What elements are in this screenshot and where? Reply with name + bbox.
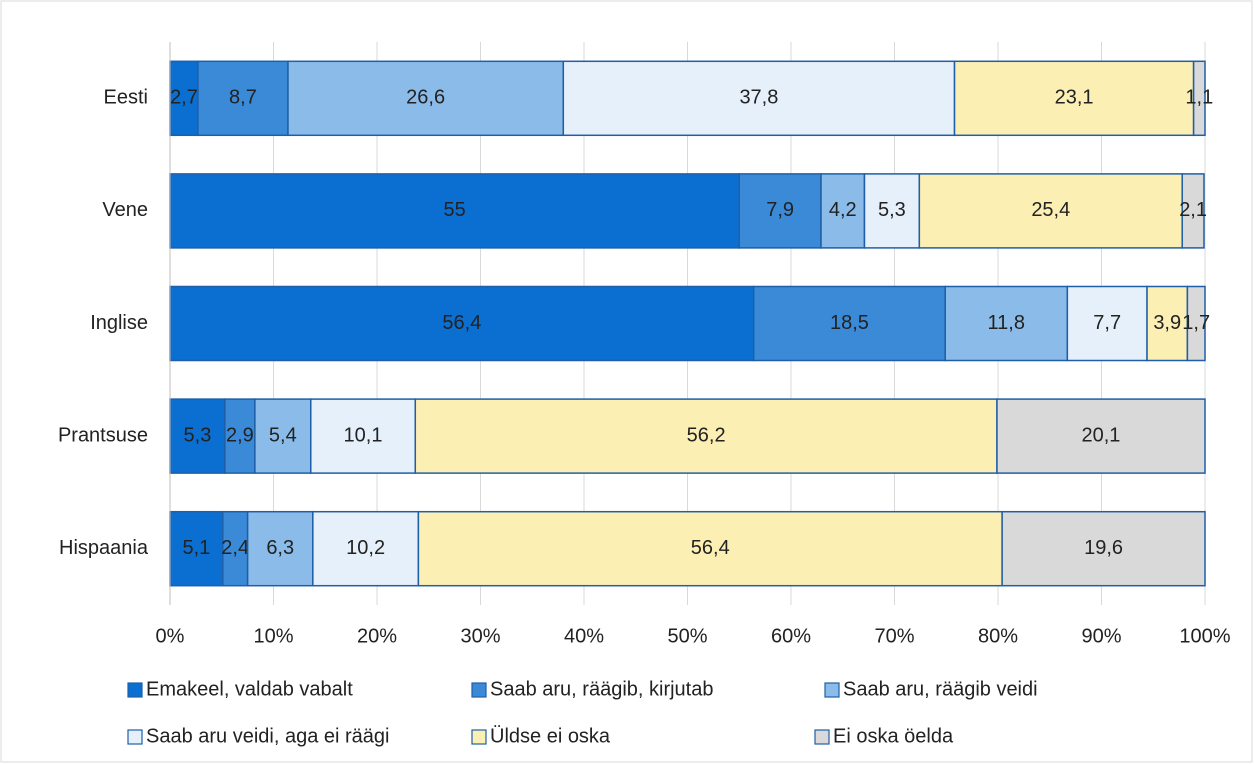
legend-swatch <box>471 682 487 698</box>
bar-segment <box>752 285 946 362</box>
data-label: 20,1 <box>1082 424 1121 446</box>
data-label: 7,9 <box>766 199 794 221</box>
data-label: 3,9 <box>1153 312 1181 334</box>
x-tick-label: 50% <box>667 625 707 647</box>
bar-segment <box>1001 510 1206 587</box>
data-label: 5,3 <box>878 199 906 221</box>
bar-segment <box>1181 173 1205 249</box>
bar-segment <box>863 173 921 249</box>
bar-segment <box>417 510 1003 587</box>
legend-label: Ei oska öelda <box>833 725 954 747</box>
y-tick-label: Prantsuse <box>58 424 148 446</box>
legend-swatch <box>824 682 840 698</box>
bar-segment <box>222 510 249 587</box>
data-label: 2,1 <box>1179 199 1207 221</box>
data-label: 56,4 <box>691 537 730 559</box>
legend-swatch <box>471 729 487 745</box>
bar-segment <box>169 398 226 474</box>
x-tick-label: 0% <box>156 625 185 647</box>
data-label: 55 <box>444 199 466 221</box>
x-tick-label: 40% <box>564 625 604 647</box>
x-tick-label: 20% <box>357 625 397 647</box>
bar-segment <box>312 510 420 587</box>
legend-label: Saab aru veidi, aga ei räägi <box>146 725 390 747</box>
x-tick-label: 80% <box>978 625 1018 647</box>
y-tick-label: Inglise <box>90 312 148 334</box>
legend-label: Üldse ei oska <box>490 725 611 747</box>
y-tick-label: Eesti <box>104 87 148 109</box>
data-label: 26,6 <box>406 87 445 109</box>
x-tick-label: 60% <box>771 625 811 647</box>
data-label: 25,4 <box>1031 199 1070 221</box>
legend-swatch <box>127 682 143 698</box>
bar-segment <box>169 60 199 137</box>
bar-segment <box>1186 285 1206 362</box>
bar-segment <box>996 398 1206 474</box>
data-label: 10,2 <box>346 537 385 559</box>
legend-label: Saab aru, räägib veidi <box>843 678 1038 700</box>
y-tick-label: Vene <box>102 199 148 221</box>
bar-segment <box>169 510 224 587</box>
data-label: 7,7 <box>1093 312 1121 334</box>
legend-label: Saab aru, räägib, kirjutab <box>490 678 713 700</box>
bar-segment <box>169 285 755 362</box>
data-label: 8,7 <box>229 87 257 109</box>
data-label: 18,5 <box>830 312 869 334</box>
legend-label: Emakeel, valdab vabalt <box>146 678 353 700</box>
data-label: 5,4 <box>269 424 297 446</box>
data-label: 56,4 <box>442 312 481 334</box>
x-tick-label: 70% <box>874 625 914 647</box>
bar-segment <box>918 173 1183 249</box>
legend-swatch <box>814 729 830 745</box>
data-label: 4,2 <box>829 199 857 221</box>
bar-segment <box>254 398 312 474</box>
bar-segment <box>1066 285 1148 362</box>
bar-segment <box>944 285 1069 362</box>
bar-segment <box>1192 60 1206 137</box>
data-label: 2,4 <box>221 537 249 559</box>
data-label: 56,2 <box>687 424 726 446</box>
data-label: 2,7 <box>170 87 198 109</box>
bar-segment <box>414 398 998 474</box>
x-tick-label: 90% <box>1081 625 1121 647</box>
data-label: 6,3 <box>266 537 294 559</box>
x-tick-label: 100% <box>1179 625 1230 647</box>
legend-swatch <box>127 729 143 745</box>
bar-segment <box>287 60 565 137</box>
bar-segment <box>224 398 256 474</box>
x-tick-label: 10% <box>253 625 293 647</box>
bar-segment <box>820 173 866 249</box>
bar-segment <box>953 60 1195 137</box>
data-label: 2,9 <box>226 424 254 446</box>
bar-segment <box>562 60 956 137</box>
data-label: 1,1 <box>1185 87 1213 109</box>
data-label: 1,7 <box>1182 312 1210 334</box>
data-label: 37,8 <box>739 87 778 109</box>
data-label: 5,3 <box>184 424 212 446</box>
bar-segment <box>246 510 314 587</box>
data-label: 23,1 <box>1055 87 1094 109</box>
bar-segment <box>169 173 740 249</box>
x-tick-label: 30% <box>460 625 500 647</box>
data-label: 10,1 <box>344 424 383 446</box>
data-label: 5,1 <box>182 537 210 559</box>
data-label: 11,8 <box>988 312 1025 334</box>
y-tick-label: Hispaania <box>59 537 149 559</box>
bar-segment <box>738 173 822 249</box>
data-label: 19,6 <box>1084 537 1123 559</box>
